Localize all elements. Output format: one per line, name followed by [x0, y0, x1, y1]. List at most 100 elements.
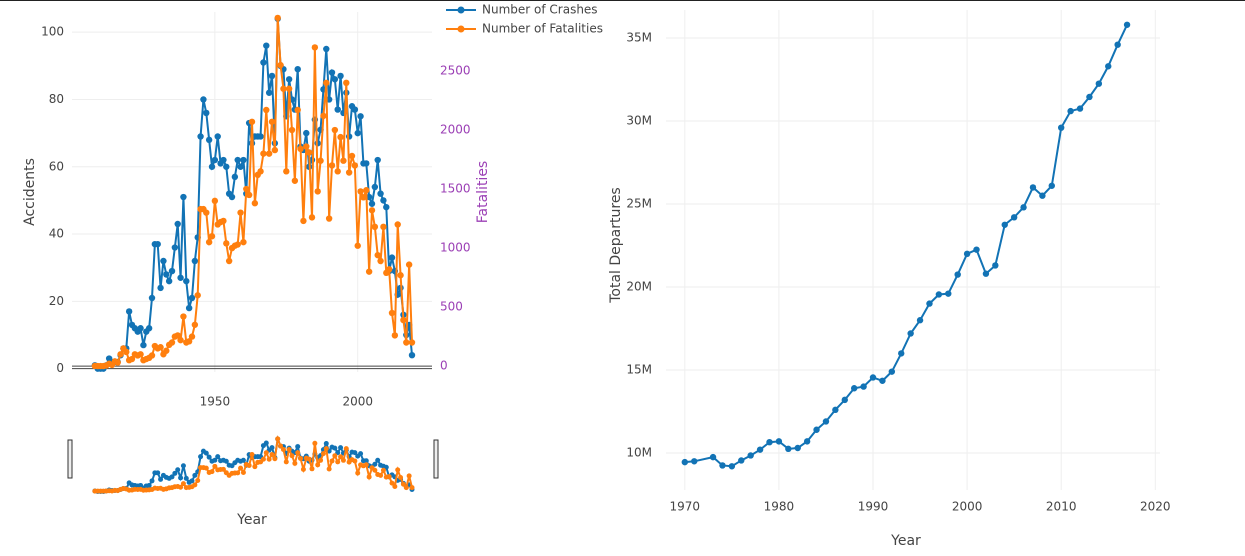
y2-tick-label: 2500 — [440, 64, 471, 78]
slider-series-point — [400, 481, 406, 487]
series-point — [377, 257, 384, 265]
series-point — [709, 453, 717, 461]
series-point — [337, 72, 344, 80]
series-point — [208, 163, 216, 170]
series-point — [1010, 214, 1018, 221]
series-point — [245, 191, 253, 199]
series-point — [691, 458, 698, 465]
series-point — [240, 156, 247, 164]
series-point — [168, 339, 176, 346]
slider-series-point — [338, 454, 344, 460]
legend-marker[interactable] — [457, 25, 465, 33]
series-point — [982, 270, 990, 277]
series-point — [1105, 63, 1112, 70]
slider-series-point — [318, 457, 324, 463]
series-point — [354, 129, 361, 137]
slider-series-point — [389, 480, 395, 486]
series-point — [363, 187, 370, 194]
series-point — [747, 452, 754, 459]
series-point — [368, 207, 376, 214]
series-point — [248, 118, 256, 125]
series-point — [208, 233, 216, 240]
series-point — [303, 129, 310, 137]
series-point — [879, 377, 886, 384]
series-point — [963, 250, 971, 258]
series-point — [291, 177, 299, 184]
series-point — [1086, 93, 1093, 101]
slider-series-point — [180, 463, 186, 469]
series-point — [234, 156, 241, 164]
slider-series-point — [375, 457, 381, 463]
series-point — [211, 197, 219, 205]
series-point — [205, 238, 213, 246]
slider-series-point — [246, 462, 252, 468]
range-handle[interactable] — [433, 439, 439, 479]
y-axis-title: Total Departures — [608, 187, 624, 303]
slider-series-point — [206, 454, 212, 460]
range-handle[interactable] — [67, 439, 73, 479]
series-point — [756, 446, 764, 453]
slider-series-point — [203, 450, 209, 456]
series-point — [334, 106, 341, 113]
series-point — [308, 214, 316, 221]
series-point — [125, 308, 133, 315]
series-point — [311, 44, 319, 51]
series-point — [385, 266, 393, 273]
series-point — [285, 85, 293, 92]
series-point — [391, 332, 399, 339]
slider-series-point — [292, 460, 298, 466]
slider-series-point — [358, 451, 364, 457]
slider-series-point — [286, 447, 292, 453]
series-point — [237, 163, 244, 170]
series-point — [1067, 107, 1074, 115]
series-point — [400, 316, 407, 324]
series-point — [228, 193, 236, 201]
slider-series-point — [183, 475, 189, 481]
y-tick-label: 10M — [626, 445, 652, 459]
slider-series-point — [149, 478, 155, 484]
slider-series-point — [209, 469, 215, 475]
x-tick-label: 1980 — [764, 500, 795, 514]
series-point — [926, 300, 933, 307]
slider-series-point — [329, 458, 335, 464]
x-tick-label: 1970 — [670, 500, 701, 514]
slider-series-point — [295, 450, 301, 456]
x-tick-label: 1950 — [200, 395, 231, 409]
series-point — [263, 106, 270, 114]
series-point — [305, 149, 313, 156]
slider-series-point — [406, 473, 412, 479]
slider-series-point — [169, 474, 175, 480]
legend-label[interactable]: Number of Crashes — [482, 3, 598, 17]
series-point — [185, 304, 193, 312]
slider-series-point — [269, 445, 275, 451]
slider-series-point — [372, 461, 378, 467]
slider-series-point — [195, 477, 201, 483]
slider-series-point — [266, 456, 272, 462]
series-point — [408, 339, 416, 346]
slider-series-point — [335, 459, 341, 465]
series-point — [157, 344, 164, 351]
y2-tick-label: 0 — [440, 359, 448, 373]
series-point — [188, 333, 196, 340]
series-point — [294, 106, 301, 114]
legend-label[interactable]: Number of Fatalities — [482, 22, 603, 36]
slider-series-point — [338, 445, 344, 451]
slider-series-point — [180, 481, 186, 487]
series-point — [331, 76, 339, 83]
slider-series-point — [298, 456, 304, 462]
range-slider[interactable] — [72, 436, 432, 494]
slider-series-point — [315, 462, 321, 468]
series-point — [348, 152, 356, 160]
series-point — [1076, 105, 1084, 112]
y-tick-label: 20M — [626, 280, 652, 294]
x-tick-label: 2000 — [952, 500, 983, 514]
slider-series-point — [238, 465, 244, 471]
series-point — [1058, 124, 1065, 131]
legend-marker[interactable] — [457, 6, 465, 14]
series-point — [869, 374, 877, 381]
series-point — [205, 136, 213, 144]
slider-series-point — [289, 453, 295, 459]
slider-series-point — [323, 441, 329, 447]
slider-series-point — [220, 466, 226, 472]
slider-series-point — [343, 446, 349, 452]
